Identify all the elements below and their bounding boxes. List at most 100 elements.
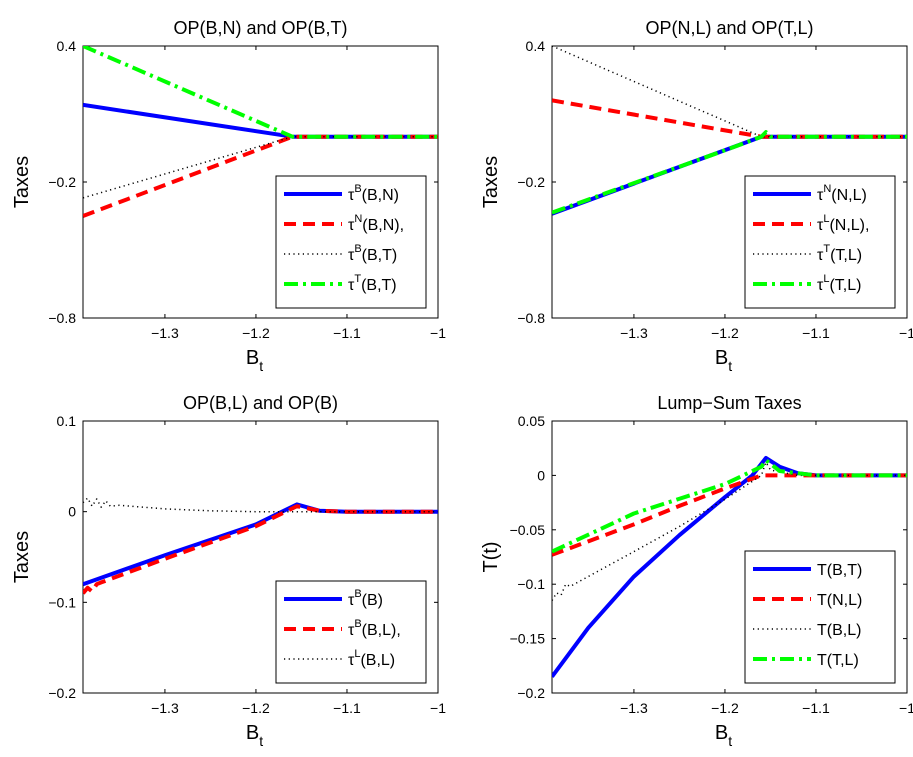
x-tick-label: −1.3: [151, 700, 179, 716]
legend: T(B,T) T(N,L) T(B,L) T(T,L): [744, 550, 896, 684]
series-group: [83, 497, 438, 595]
legend-args: (B): [362, 592, 383, 609]
legend-entry-label: τL(T,L): [817, 273, 861, 294]
legend-superscript: L: [354, 648, 360, 660]
legend-name: T(B,L): [817, 622, 861, 639]
y-tick-label: 0: [537, 467, 545, 483]
subplot-3: OP(B,L) and OP(B) −1.3 −1.2 −1.1 −1 −0.2 −0.1 0…: [11, 393, 446, 749]
x-tick-label: −1.1: [333, 325, 361, 341]
legend-name: T(T,L): [817, 652, 859, 669]
y-tick-label: −0.2: [48, 685, 76, 701]
legend-superscript: L: [823, 273, 829, 285]
legend-symbol: τ: [348, 622, 355, 639]
legend-symbol: τ: [348, 187, 355, 204]
legend-superscript: L: [823, 213, 829, 225]
y-tick-label: 0.4: [526, 38, 546, 54]
subplot-2: OP(N,L) and OP(T,L) −1.3 −1.2 −1.1 −1 −0.8 −0.…: [480, 18, 913, 374]
legend-args: (B,N): [362, 187, 399, 204]
legend-args: (B,T): [362, 247, 398, 264]
y-tick-label: 0.1: [57, 413, 77, 429]
legend-superscript: B: [354, 588, 361, 600]
legend: τB(B)τB(B,L),τL(B,L): [275, 580, 427, 684]
legend: τN(N,L)τL(N,L),τT(T,L)τL(T,L): [744, 175, 896, 309]
x-tick-label: −1: [899, 325, 913, 341]
legend-box: [275, 175, 427, 309]
x-tick-label: −1.2: [711, 325, 739, 341]
x-tick-label: −1.1: [802, 700, 830, 716]
legend-name: T(N,L): [817, 592, 862, 609]
legend-entry-label: τB(B,T): [348, 243, 397, 264]
x-tick-label: −1.3: [151, 325, 179, 341]
y-axis-label: Taxes: [11, 531, 33, 583]
legend-entry-label: τB(B,N): [348, 183, 399, 204]
x-tick-label: −1: [430, 700, 446, 716]
series-line-4: [552, 130, 907, 215]
legend-superscript: B: [354, 183, 361, 195]
legend-box: [744, 550, 896, 684]
legend-args: (B,L): [360, 652, 395, 669]
x-axis-label-subscript: t: [259, 733, 263, 749]
legend-args: (B,N),: [362, 217, 404, 234]
y-tick-label: −0.15: [510, 631, 546, 647]
x-axis-label-main: B: [715, 722, 728, 744]
legend-superscript: B: [354, 243, 361, 255]
x-axis-label-main: B: [715, 347, 728, 369]
legend-symbol: τ: [348, 277, 355, 294]
y-tick-label: −0.2: [48, 174, 76, 190]
legend-symbol: τ: [817, 247, 824, 264]
legend-superscript: N: [354, 213, 362, 225]
x-axis-label-main: B: [246, 722, 259, 744]
legend-name: T(B,T): [817, 562, 862, 579]
legend-box: [744, 175, 896, 309]
series-group: [552, 46, 907, 216]
y-axis-label: T(t): [480, 541, 502, 572]
x-tick-label: −1: [899, 700, 913, 716]
x-tick-label: −1.3: [620, 700, 648, 716]
y-tick-label: −0.1: [517, 576, 545, 592]
y-tick-label: −0.05: [510, 522, 546, 538]
chart-title: OP(B,L) and OP(B): [183, 393, 338, 413]
series-group: [83, 46, 438, 218]
x-tick-label: −1.1: [802, 325, 830, 341]
legend-symbol: τ: [817, 277, 824, 294]
y-tick-label: −0.2: [517, 685, 545, 701]
legend-symbol: τ: [817, 217, 824, 234]
legend-symbol: τ: [348, 592, 355, 609]
x-axis-label: Bt: [246, 722, 263, 749]
x-tick-label: −1.2: [242, 700, 270, 716]
x-axis-label-subscript: t: [728, 733, 732, 749]
x-tick-label: −1.2: [711, 700, 739, 716]
legend-symbol: τ: [348, 652, 355, 669]
legend-superscript: B: [354, 618, 361, 630]
legend-args: (T,L): [830, 247, 862, 264]
legend-entry-label: T(B,L): [817, 622, 861, 639]
legend-entry-label: τB(B,L),: [348, 618, 401, 639]
legend-args: (B,T): [361, 277, 397, 294]
y-tick-label: 0.05: [518, 413, 545, 429]
y-tick-label: −0.8: [517, 310, 545, 326]
x-tick-label: −1: [430, 325, 446, 341]
legend-symbol: τ: [817, 187, 824, 204]
y-tick-label: 0: [68, 504, 76, 520]
series-line-2: [83, 504, 438, 595]
legend-entry-label: τL(B,L): [348, 648, 395, 669]
legend-symbol: τ: [348, 247, 355, 264]
y-axis-label: Taxes: [11, 156, 33, 208]
x-tick-label: −1.3: [620, 325, 648, 341]
legend-entry-label: τL(N,L),: [817, 213, 869, 234]
legend-entry-label: τT(T,L): [817, 243, 862, 264]
x-tick-label: −1.2: [242, 325, 270, 341]
y-tick-label: −0.1: [48, 594, 76, 610]
legend-args: (N,L): [831, 187, 867, 204]
chart-title: OP(N,L) and OP(T,L): [645, 18, 813, 38]
legend-superscript: N: [823, 183, 831, 195]
x-tick-label: −1.1: [333, 700, 361, 716]
x-axis-label-subscript: t: [728, 358, 732, 374]
legend-superscript: T: [354, 273, 361, 285]
legend-symbol: τ: [348, 217, 355, 234]
x-axis-label-main: B: [246, 347, 259, 369]
x-axis-label: Bt: [246, 347, 263, 374]
legend-entry-label: τB(B): [348, 588, 383, 609]
legend-args: (N,L),: [829, 217, 869, 234]
